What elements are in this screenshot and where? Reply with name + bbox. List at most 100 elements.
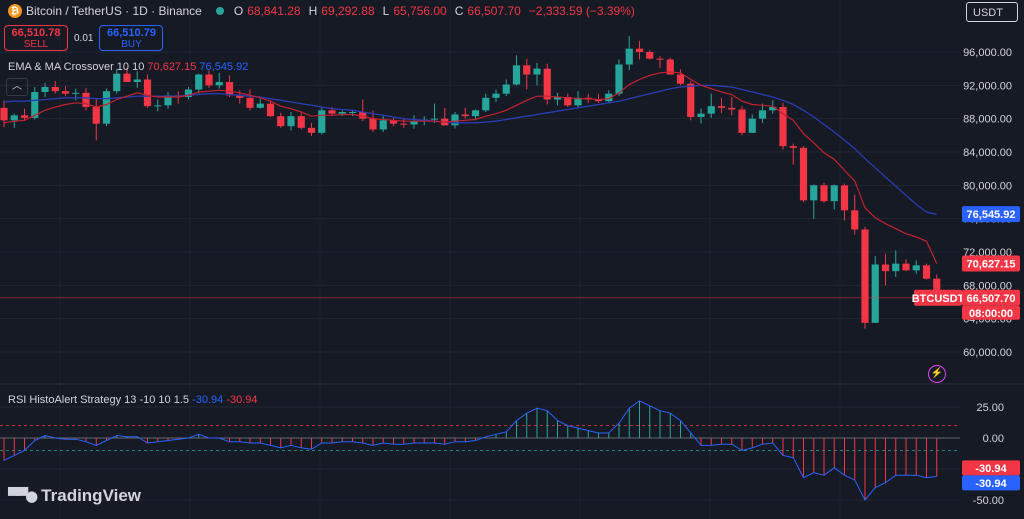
candle [881,253,890,286]
candle-body [779,107,787,147]
candle-body [861,229,869,323]
candle [830,184,838,210]
sell-label: SELL [23,39,49,50]
candle [861,227,869,329]
candle [810,184,818,219]
candle [820,182,828,203]
candle-body [225,82,234,96]
candle [523,58,531,90]
candle-body [72,92,80,94]
candle-body [553,97,562,100]
rsi-legend[interactable]: RSI HistoAlert Strategy 13 -10 10 1.5 -3… [8,394,258,406]
candle-body [697,113,705,117]
candle-body [564,97,572,106]
symbol-price-tag-bg [914,289,962,306]
candle [389,117,398,127]
candle [717,97,726,113]
candle-body [543,68,551,100]
open-label: O [233,4,244,18]
candle-body [717,106,726,108]
candle [687,81,695,121]
candle [215,72,223,89]
symbol-title[interactable]: Bitcoin / TetherUS · 1D · Binance [26,4,202,18]
sell-button[interactable]: 66,510.78 SELL [4,25,68,51]
candle [410,115,418,129]
candle-body [471,110,480,117]
candle [656,56,664,68]
candle [635,41,644,60]
candle [512,55,521,86]
candle-body [902,263,910,271]
candle [707,93,715,118]
ema-price-tag-bg [962,255,1020,272]
rsi-axis: 25.000.00-25.00-50.00 [973,402,1004,507]
candle-body [748,118,756,133]
candle [471,109,480,121]
chevron-up-icon: ︿ [12,81,22,92]
candle-body [369,118,377,130]
candle-body [92,107,100,124]
rsi-blue-tag-bg [962,475,1020,491]
candle-body [656,58,664,60]
price-tick-label: 84,000.00 [963,147,1012,159]
rsi-value-red: -30.94 [226,394,258,406]
candle [543,63,551,105]
candle-body [758,110,767,119]
symbol-price-tag-text: BTCUSDT [912,293,965,305]
candle-body [871,264,879,323]
lightning-alert-icon[interactable]: ⚡ [928,365,946,383]
ema-price-tag-text: 70,627.15 [967,258,1016,270]
ema-ma-legend[interactable]: EMA & MA Crossover 10 10 70,627.15 76,54… [8,61,248,73]
currency-select[interactable]: USDT [966,2,1018,22]
last-price-tag: 66,507.70 [962,289,1020,306]
candle [912,260,920,274]
last-price-tag-bg [962,289,1020,306]
buy-button[interactable]: 66,510.79 BUY [99,25,164,51]
candle [430,103,439,123]
candle [41,82,49,97]
candle-body [113,73,121,92]
candle-body [195,74,203,90]
price-tick-label: 96,000.00 [963,47,1012,59]
ma-value: 76,545.92 [199,61,249,73]
last-price-tag-text: 66,507.70 [967,293,1016,305]
candle-body [359,112,367,119]
candle [728,97,736,116]
candle [133,71,141,88]
candle-body [430,118,439,120]
candle-body [10,115,18,121]
candle [359,99,367,122]
ma10-line [3,84,937,216]
candle-body [328,110,336,114]
buy-label: BUY [121,39,142,50]
candle-body [277,116,285,127]
candle [748,114,756,133]
price-tick-label: 80,000.00 [963,180,1012,192]
rsi-blue-tag-text: -30.94 [975,478,1007,490]
candle [277,112,285,128]
countdown-tag-bg [962,305,1020,320]
collapse-legend-button[interactable]: ︿ [6,78,28,96]
tradingview-logo[interactable]: ▀▀● TradingView [8,486,141,506]
candle-body [338,112,346,114]
candle [840,183,849,221]
candle [154,99,162,112]
candle [502,79,510,97]
candle [738,106,746,136]
candle-body [451,114,459,126]
high-value: 69,292.88 [321,4,375,18]
countdown-tag-text: 08:00:00 [969,308,1013,320]
candle [102,88,111,127]
candle-body [20,115,29,118]
candle-body [707,106,715,114]
candle-body [61,91,70,94]
candle-body [492,93,500,98]
price-tick-label: 60,000.00 [963,347,1012,359]
candle-body [82,92,90,107]
candle [400,118,408,128]
candle-body [574,97,582,106]
candle-body [512,65,521,85]
candle [779,102,787,150]
rsi-red-tag-text: -30.94 [975,463,1007,475]
